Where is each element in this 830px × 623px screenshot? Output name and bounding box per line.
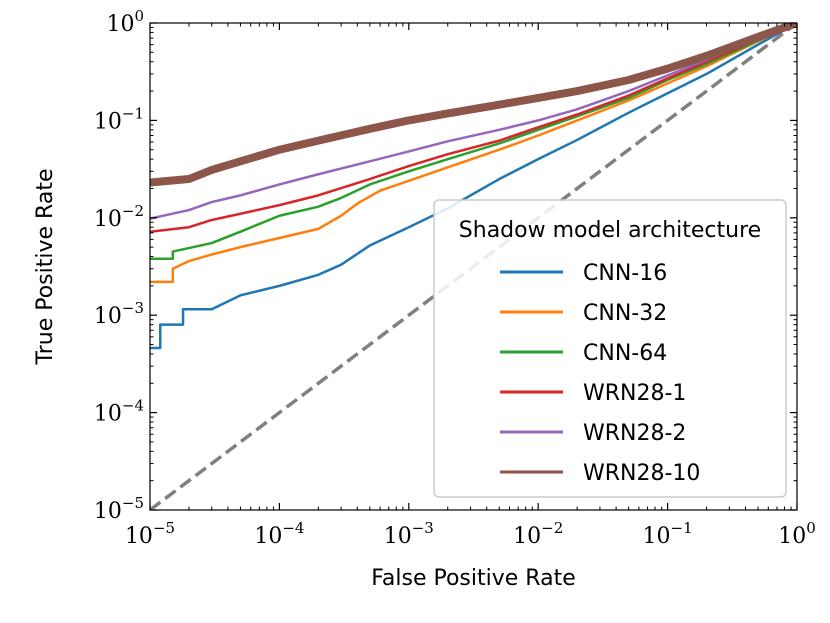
y-tick-label: 10−4 (94, 397, 144, 427)
series-line-wrn28-10 (150, 23, 797, 187)
series-line-cnn-32 (150, 23, 797, 284)
legend-label-cnn-64: CNN-64 (583, 341, 667, 366)
legend-label-cnn-32: CNN-32 (583, 301, 667, 326)
legend-label-wrn28-1: WRN28-1 (583, 381, 686, 406)
x-tick-label: 10−5 (125, 519, 175, 549)
legend-label-cnn-16: CNN-16 (583, 261, 667, 286)
series-line-wrn28-2 (150, 23, 797, 220)
y-tick-label: 10−1 (94, 104, 144, 134)
legend-title: Shadow model architecture (459, 218, 761, 243)
series-line-cnn-64 (150, 23, 797, 260)
x-tick-label: 10−3 (384, 519, 434, 549)
x-tick-label: 10−1 (643, 519, 693, 549)
y-tick-label: 100 (106, 7, 144, 37)
series-line-cnn-16 (150, 23, 797, 350)
legend-box (433, 199, 787, 498)
legend: Shadow model architecture CNN-16 CNN-32 CNN… (433, 199, 787, 498)
series-line-wrn28-1 (150, 23, 797, 233)
legend-label-wrn28-10: WRN28-10 (583, 461, 700, 486)
x-tick-label: 10−2 (513, 519, 563, 549)
y-tick-label: 10−5 (94, 494, 144, 524)
x-tick-label: 10−4 (254, 519, 304, 549)
y-tick-label: 10−3 (94, 299, 144, 329)
y-tick-label: 10−2 (94, 202, 144, 232)
y-axis-label: True Positive Rate (33, 169, 58, 366)
x-tick-label: 100 (778, 519, 816, 549)
plot-frame (149, 22, 798, 511)
legend-label-wrn28-2: WRN28-2 (583, 421, 686, 446)
x-axis-label: False Positive Rate (371, 566, 575, 591)
